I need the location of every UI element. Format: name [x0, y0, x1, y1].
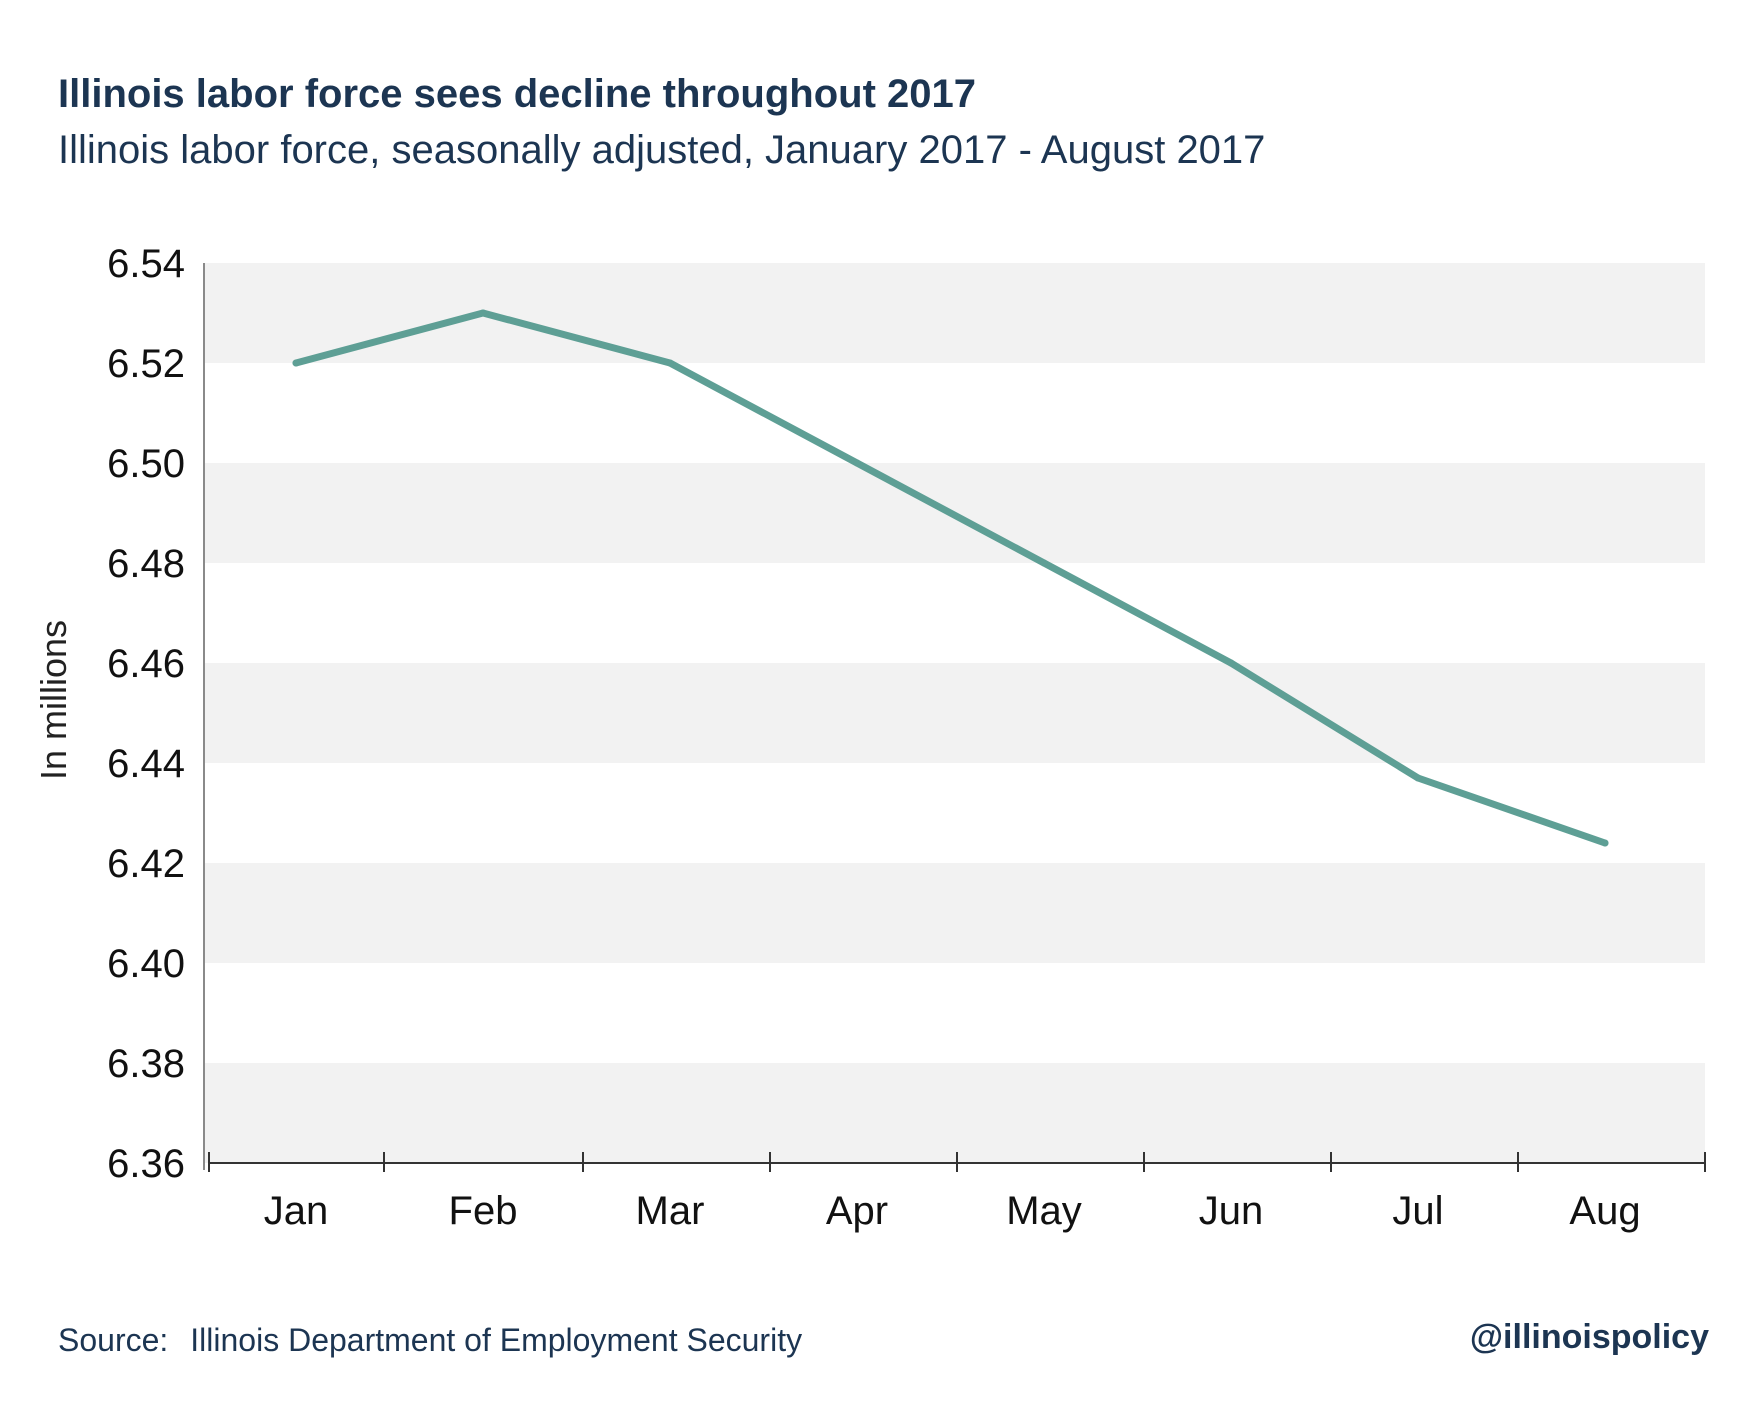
x-tick-label: Feb [449, 1189, 518, 1233]
data-point [1040, 559, 1048, 567]
data-point [479, 309, 487, 317]
y-tick-label: 6.42 [107, 842, 185, 886]
y-axis-label: In millions [33, 620, 74, 780]
y-tick-label: 6.52 [107, 342, 185, 386]
y-tick-label: 6.38 [107, 1042, 185, 1086]
x-tick-labels: Jan Feb Mar Apr May Jun Jul Aug [264, 1189, 1641, 1233]
x-tick-label: Jan [264, 1189, 329, 1233]
social-handle: @illinoispolicy [1469, 1318, 1709, 1356]
x-tick-label: Jun [1199, 1189, 1264, 1233]
y-tick-label: 6.44 [107, 742, 185, 786]
data-point [1601, 839, 1609, 847]
data-point [292, 359, 300, 367]
y-tick-label: 6.48 [107, 542, 185, 586]
data-point [1227, 659, 1235, 667]
series-line [292, 309, 1609, 847]
grid-band [204, 1063, 1705, 1163]
y-tick-label: 6.36 [107, 1142, 185, 1186]
x-tick-label: Mar [636, 1189, 705, 1233]
x-tick-label: Jul [1392, 1189, 1443, 1233]
source-label: Source: [58, 1322, 169, 1358]
chart-title: Illinois labor force sees decline throug… [58, 72, 977, 116]
y-tick-label: 6.46 [107, 642, 185, 686]
series-layer [292, 309, 1609, 847]
chart-subtitle: Illinois labor force, seasonally adjuste… [58, 128, 1266, 172]
axes [203, 263, 1706, 1172]
y-tick-label: 6.40 [107, 942, 185, 986]
x-tick-label: Aug [1569, 1189, 1640, 1233]
y-tick-label: 6.50 [107, 442, 185, 486]
y-tick-labels: 6.54 6.52 6.50 6.48 6.46 6.44 6.42 6.40 6.38 6.36 [107, 242, 185, 1186]
data-point [853, 459, 861, 467]
grid-band [204, 863, 1705, 963]
x-tick-label: May [1006, 1189, 1082, 1233]
source-text: Illinois Department of Employment Securi… [190, 1322, 803, 1358]
grid-band [204, 263, 1705, 363]
x-tick-label: Apr [826, 1189, 888, 1233]
y-tick-label: 6.54 [107, 242, 185, 286]
grid-band [204, 663, 1705, 763]
data-point [1414, 774, 1422, 782]
background-bands [204, 263, 1705, 1163]
data-point [666, 359, 674, 367]
source-note: Source: Illinois Department of Employment… [58, 1322, 802, 1359]
